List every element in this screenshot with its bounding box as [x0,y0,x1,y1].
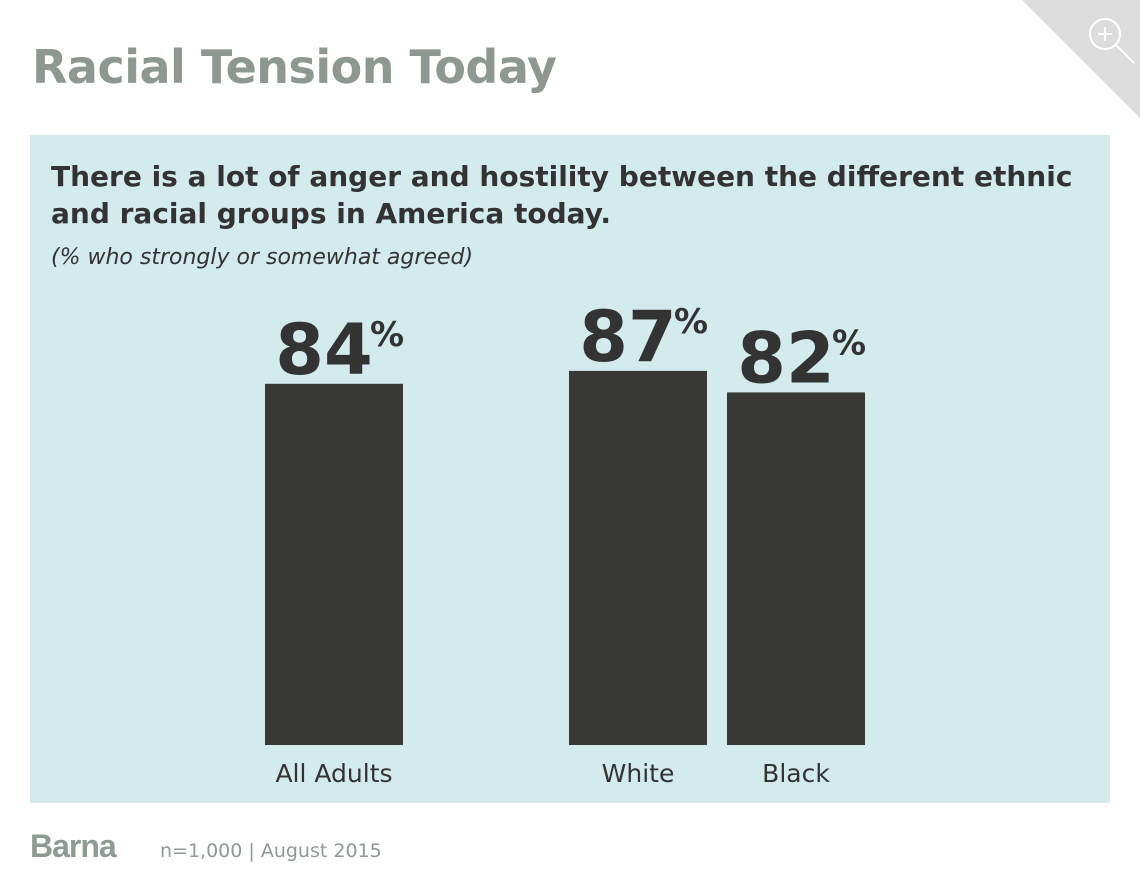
bar-black [727,392,865,745]
category-label: White [602,759,675,788]
zoom-in-icon [1089,18,1135,64]
brand-logo: Barna [30,828,117,864]
sample-note: n=1,000 | August 2015 [160,840,382,862]
chart-question: There is a lot of anger and hostility be… [51,160,1073,230]
data-label-unit: % [370,315,404,355]
chart-subtitle: (% who strongly or somewhat agreed) [51,245,474,270]
data-label: 87 [579,296,676,378]
bar-all-adults [265,383,403,745]
bar-white [569,370,707,745]
page-title: Racial Tension Today [32,40,557,94]
data-label: 82 [737,317,834,399]
zoom-button[interactable] [1010,0,1140,130]
category-label: All Adults [275,759,392,788]
data-label-unit: % [674,302,708,342]
data-label-unit: % [832,323,866,363]
data-label: 84 [275,309,372,391]
category-label: Black [762,759,830,788]
